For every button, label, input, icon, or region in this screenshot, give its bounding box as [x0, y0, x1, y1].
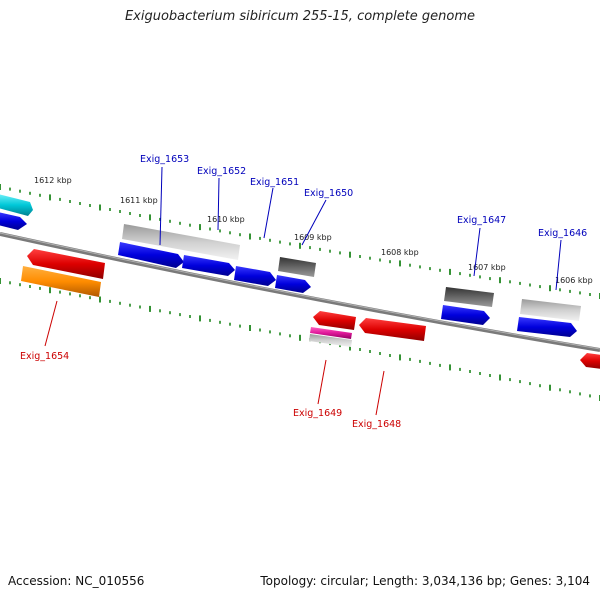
gene-label-exig-1650[interactable]: Exig_1650	[304, 188, 353, 199]
scale-label-1607: 1607 kbp	[468, 263, 506, 272]
gene-arrow-blue-left[interactable]	[0, 212, 27, 230]
callout-line-exig-1654	[44, 300, 58, 347]
feature-block-dark-gray-1[interactable]	[278, 257, 316, 277]
gene-arrow-exig-1651[interactable]	[234, 266, 276, 286]
forward-strand-genes	[0, 194, 577, 337]
gene-arrow-exig-1652[interactable]	[182, 255, 235, 276]
feature-block-light-gray-2[interactable]	[520, 299, 581, 321]
scale-label-1606: 1606 kbp	[555, 276, 593, 285]
scale-label-1609: 1609 kbp	[294, 233, 332, 242]
scale-label-1608: 1608 kbp	[381, 248, 419, 257]
callout-line-exig-1648	[375, 370, 385, 416]
gene-label-exig-1647[interactable]: Exig_1647	[457, 215, 506, 226]
gene-label-exig-1646[interactable]: Exig_1646	[538, 228, 587, 239]
gene-arrow-exig-1654[interactable]	[27, 249, 105, 279]
gene-label-exig-1651[interactable]: Exig_1651	[250, 177, 299, 188]
feature-block-orange[interactable]	[21, 266, 101, 297]
callout-line-exig-1653	[159, 166, 163, 246]
feature-block-light-gray-1[interactable]	[122, 224, 240, 260]
gene-arrow-red-right[interactable]	[580, 353, 600, 369]
gene-arrow-exig-1649[interactable]	[313, 311, 356, 330]
outer-scale-ticks	[0, 184, 600, 299]
gene-arrow-exig-1648[interactable]	[359, 318, 426, 341]
accession-text: Accession: NC_010556	[8, 574, 145, 588]
gene-label-exig-1654[interactable]: Exig_1654	[20, 351, 69, 362]
map-title: Exiguobacterium sibiricum 255-15, comple…	[124, 9, 476, 24]
gene-label-exig-1649[interactable]: Exig_1649	[293, 408, 342, 419]
outer-lane-features	[122, 224, 581, 321]
gene-arrow-exig-1650[interactable]	[275, 275, 311, 293]
reverse-strand-genes	[21, 249, 600, 369]
feature-block-magenta[interactable]	[310, 327, 352, 339]
gene-label-exig-1648[interactable]: Exig_1648	[352, 419, 401, 430]
scale-label-1612: 1612 kbp	[34, 176, 72, 185]
gene-arrow-exig-1653[interactable]	[118, 242, 184, 268]
genome-summary-text: Topology: circular; Length: 3,034,136 bp…	[260, 574, 590, 588]
gene-label-exig-1652[interactable]: Exig_1652	[197, 166, 246, 177]
scale-label-1610: 1610 kbp	[207, 215, 245, 224]
callout-line-exig-1649	[317, 359, 327, 405]
scale-label-1611: 1611 kbp	[120, 196, 158, 205]
callout-line-exig-1647	[473, 227, 481, 277]
callout-line-exig-1651	[263, 187, 274, 239]
genome-backbone	[0, 232, 600, 352]
gene-callouts	[44, 166, 562, 416]
feature-block-light-gray-3[interactable]	[309, 334, 352, 347]
gene-arrow-exig-1647[interactable]	[441, 305, 490, 325]
gene-labels: Exig_1653 Exig_1652 Exig_1651 Exig_1650 …	[20, 154, 587, 430]
gene-arrow-exig-1646[interactable]	[517, 317, 577, 337]
callout-line-exig-1646	[555, 239, 562, 291]
gene-label-exig-1653[interactable]: Exig_1653	[140, 154, 189, 165]
callout-line-exig-1650	[301, 199, 327, 246]
feature-block-dark-gray-2[interactable]	[444, 287, 494, 307]
genome-backbone-highlight	[0, 232, 600, 350]
callout-line-exig-1652	[217, 177, 220, 231]
gene-arrow-cyan[interactable]	[0, 194, 33, 216]
